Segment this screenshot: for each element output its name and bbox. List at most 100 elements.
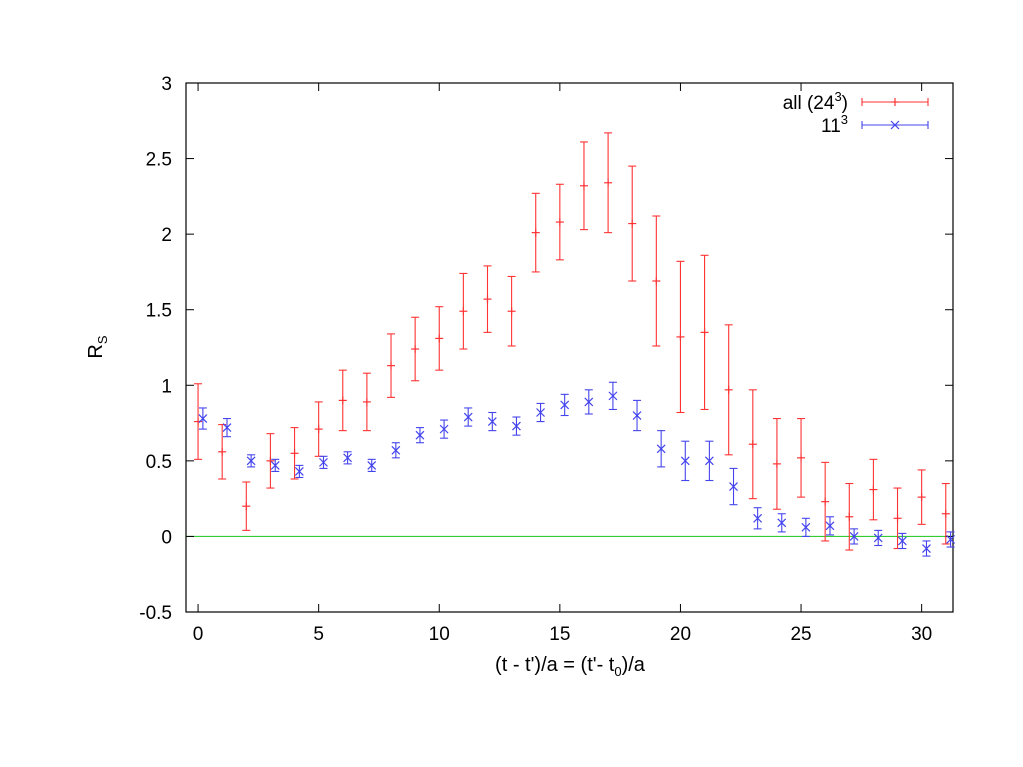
marker <box>435 334 444 343</box>
data-point <box>797 417 806 498</box>
marker <box>608 391 618 401</box>
data-point <box>772 417 781 510</box>
x-axis-title-subscript: 0 <box>614 664 621 679</box>
marker-stroke <box>463 412 473 422</box>
marker-stroke <box>222 423 232 433</box>
marker <box>367 460 377 470</box>
x-tick-label: 15 <box>549 624 570 645</box>
marker-stroke <box>825 521 835 531</box>
x-tick-label: 30 <box>911 624 932 645</box>
marker <box>483 295 492 304</box>
legend: all (243)113 <box>783 89 929 137</box>
marker <box>801 522 811 532</box>
marker <box>849 532 859 541</box>
data-point <box>917 469 926 525</box>
data-point <box>652 215 661 347</box>
data-point <box>246 454 256 468</box>
marker <box>628 219 637 228</box>
marker-stroke <box>680 456 690 466</box>
y-tick-label: 1 <box>161 376 172 397</box>
data-point <box>270 458 280 472</box>
marker-stroke <box>415 430 425 440</box>
marker <box>362 397 371 406</box>
data-point <box>748 389 757 500</box>
data-point <box>676 260 685 414</box>
marker <box>845 512 854 521</box>
data-point <box>218 424 227 480</box>
marker <box>222 423 232 433</box>
data-point <box>753 507 763 530</box>
plot-frame <box>185 82 954 613</box>
data-point <box>391 442 401 459</box>
data-point <box>946 531 956 548</box>
data-point <box>680 440 690 482</box>
marker-stroke <box>890 120 900 130</box>
data-point <box>604 132 613 234</box>
data-point <box>463 407 473 427</box>
marker <box>391 445 401 455</box>
marker <box>772 459 781 468</box>
marker-stroke <box>560 400 570 410</box>
data-point <box>801 517 811 537</box>
data-point <box>560 393 570 417</box>
marker <box>604 178 613 187</box>
y-tick-label: 0.5 <box>146 452 172 473</box>
legend-label-main: all (24 <box>783 93 835 114</box>
marker <box>584 397 594 407</box>
data-point <box>387 333 396 398</box>
marker-stroke <box>897 536 907 546</box>
marker <box>194 417 203 426</box>
marker <box>198 414 208 423</box>
data-point <box>507 275 516 347</box>
marker <box>922 544 931 553</box>
x-axis-title: (t - t')/a = (t'- t0)/a <box>495 654 646 679</box>
legend-label: all (243) <box>783 89 848 114</box>
data-point <box>439 419 449 439</box>
data-point <box>700 254 709 411</box>
legend-entry-1: all (243) <box>783 89 929 114</box>
axis-layer: 0 5 10 15 20 25 30 -0.5 0 0.5 1 1.5 2 2.5 3 <box>139 74 953 645</box>
marker <box>753 513 763 523</box>
marker <box>656 444 666 454</box>
marker-stroke <box>608 391 618 401</box>
data-point <box>555 183 564 261</box>
marker-stroke <box>536 408 545 417</box>
x-tick-label: 20 <box>670 624 691 645</box>
marker-stroke <box>801 522 811 532</box>
marker-stroke <box>198 414 208 423</box>
data-point <box>821 461 830 542</box>
legend-label-superscript: 3 <box>841 112 848 127</box>
data-point <box>338 369 347 432</box>
data-point <box>941 482 950 545</box>
data-point <box>343 451 353 465</box>
marker <box>343 453 353 463</box>
data-point <box>411 316 420 382</box>
marker <box>507 307 516 316</box>
marker-stroke <box>584 397 594 407</box>
marker <box>487 417 497 426</box>
data-point <box>825 516 835 536</box>
marker <box>946 535 956 544</box>
y-axis-title-main: R <box>85 344 107 358</box>
marker <box>897 536 907 546</box>
data-point <box>777 513 787 533</box>
marker-stroke <box>704 456 714 466</box>
marker-stroke <box>512 421 521 431</box>
marker <box>512 421 521 431</box>
marker <box>632 411 642 420</box>
data-point <box>487 411 497 432</box>
marker <box>724 385 733 394</box>
y-axis-title: RS <box>85 335 110 358</box>
data-point <box>849 528 859 545</box>
data-point <box>319 455 328 469</box>
y-tick-label: 0 <box>161 527 172 548</box>
series-layer <box>194 132 956 557</box>
marker <box>242 502 251 511</box>
marker-stroke <box>246 456 256 466</box>
legend-label-main: 11 <box>821 116 841 137</box>
marker <box>266 456 275 465</box>
data-point <box>869 458 878 521</box>
data-point <box>222 417 232 438</box>
marker <box>294 467 304 476</box>
